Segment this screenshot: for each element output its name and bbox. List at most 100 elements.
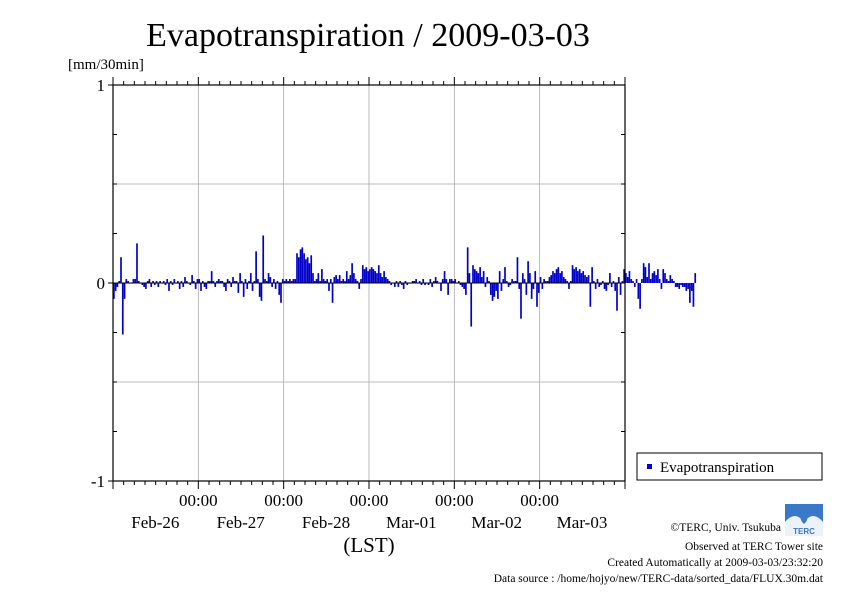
data-bar xyxy=(418,281,421,283)
chart-title: Evapotranspiration / 2009-03-03 xyxy=(146,17,590,54)
data-bar xyxy=(207,281,209,283)
data-bar xyxy=(505,281,508,283)
data-bar xyxy=(276,281,279,283)
data-bar xyxy=(153,283,156,285)
data-bar xyxy=(162,281,165,283)
data-bar xyxy=(132,279,135,283)
data-bar xyxy=(193,281,195,283)
credit-text: ©TERC, Univ. Tsukuba xyxy=(671,522,781,534)
data-bar xyxy=(317,273,320,283)
data-bar xyxy=(379,273,382,283)
data-bar xyxy=(616,283,618,311)
data-bar xyxy=(335,275,337,283)
data-bar xyxy=(157,283,160,287)
data-bar xyxy=(466,247,469,283)
data-bar xyxy=(123,283,126,299)
data-bar xyxy=(637,283,640,299)
data-bar xyxy=(146,281,149,283)
data-bar xyxy=(603,283,606,289)
data-bar xyxy=(498,271,501,283)
data-bar xyxy=(324,281,327,283)
data-bar xyxy=(491,283,494,301)
data-bar xyxy=(553,273,556,283)
data-bar xyxy=(246,283,249,289)
data-bar xyxy=(680,283,682,285)
data-bar xyxy=(518,283,521,289)
logo-text: TERC xyxy=(793,527,815,536)
data-bar xyxy=(653,271,656,283)
data-bar xyxy=(497,283,499,299)
data-bar xyxy=(248,281,250,283)
x-tick-time-label: 00:00 xyxy=(264,491,303,510)
data-bar xyxy=(516,257,519,283)
data-bar xyxy=(262,235,265,283)
data-bar xyxy=(598,283,601,287)
data-bar xyxy=(450,279,453,283)
data-bar xyxy=(244,279,247,283)
x-tick-date-label: Mar-02 xyxy=(471,513,522,532)
data-bar xyxy=(689,283,691,303)
data-bar xyxy=(415,279,417,283)
data-bar xyxy=(216,281,218,283)
data-bar xyxy=(152,281,154,283)
data-bar xyxy=(434,277,437,283)
data-bar xyxy=(564,279,567,283)
data-bar xyxy=(676,283,679,287)
data-bar xyxy=(253,281,256,283)
data-bar xyxy=(329,279,332,283)
data-bar xyxy=(310,255,313,283)
data-bar xyxy=(269,277,272,283)
data-bar xyxy=(338,275,341,283)
data-bars xyxy=(113,235,697,335)
data-bar xyxy=(633,283,636,287)
data-bar xyxy=(461,283,464,287)
data-bar xyxy=(559,273,561,283)
x-axis-label: (LST) xyxy=(343,533,394,557)
data-bar xyxy=(489,283,492,295)
data-bar xyxy=(571,265,574,283)
data-bar xyxy=(168,283,170,291)
data-bar xyxy=(521,273,524,283)
data-bar xyxy=(273,279,275,283)
data-bar xyxy=(648,263,650,283)
data-bar xyxy=(690,283,693,291)
data-bar xyxy=(177,281,179,283)
logo-wave-shape xyxy=(785,516,823,536)
data-bar xyxy=(667,281,670,283)
data-bar xyxy=(315,279,318,283)
data-bar xyxy=(145,283,147,289)
data-bar xyxy=(210,271,213,283)
data-bar xyxy=(287,281,289,283)
data-bar xyxy=(381,277,384,283)
data-bar xyxy=(470,283,473,327)
data-bar xyxy=(630,279,633,283)
data-bar xyxy=(354,279,357,283)
data-bar xyxy=(257,279,259,283)
data-bar xyxy=(292,279,295,283)
data-bar xyxy=(600,283,602,285)
data-bar xyxy=(223,283,225,287)
data-bar xyxy=(274,283,277,289)
data-bar xyxy=(342,279,345,283)
data-bar xyxy=(525,283,528,295)
data-bar xyxy=(543,279,545,283)
data-bar xyxy=(511,279,513,283)
data-bar xyxy=(589,283,592,307)
legend: Evapotranspiration xyxy=(636,452,823,481)
data-bar xyxy=(198,279,201,283)
data-bar xyxy=(447,283,449,295)
data-bar xyxy=(178,283,181,289)
data-bar xyxy=(569,281,572,283)
data-bar xyxy=(591,267,593,283)
data-bar xyxy=(397,283,400,287)
data-bar xyxy=(488,281,490,283)
data-bar xyxy=(632,281,634,283)
data-bar xyxy=(374,271,377,283)
data-bar xyxy=(285,279,288,283)
y-unit-label: [mm/30min] xyxy=(68,57,144,73)
data-bar xyxy=(493,283,496,297)
data-bar xyxy=(484,283,487,287)
data-bar xyxy=(182,283,185,287)
data-bar xyxy=(385,277,387,283)
data-bar xyxy=(657,269,659,283)
